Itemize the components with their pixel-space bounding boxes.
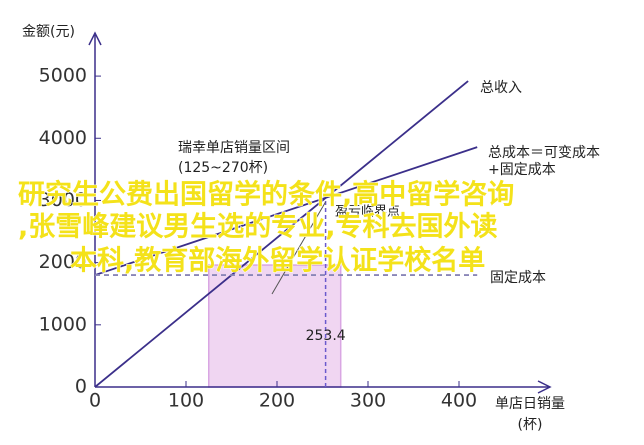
region-label: (125~270杯) bbox=[178, 160, 268, 176]
series-label: +固定成本 bbox=[488, 162, 556, 178]
series-label: 总成本＝可变成本 bbox=[488, 145, 600, 161]
x-tick-label: 400 bbox=[441, 390, 477, 412]
y-axis-label: 金额(元) bbox=[22, 24, 75, 40]
range-region bbox=[208, 264, 342, 388]
break-even-value: 253.4 bbox=[306, 328, 346, 344]
y-tick-label: 4000 bbox=[39, 127, 87, 149]
overlay-text: 本科,教育部海外留学认证学校名单 bbox=[70, 245, 485, 277]
y-tick-label: 5000 bbox=[39, 65, 87, 87]
pointer bbox=[271, 201, 327, 295]
break-even-label: 盈亏临界点 bbox=[335, 205, 400, 220]
region-label: 瑞幸单店销量区间 bbox=[178, 140, 290, 156]
x-axis-label: 单店日销量 bbox=[495, 396, 565, 412]
x-tick-label: 200 bbox=[259, 390, 295, 412]
x-arrow bbox=[537, 380, 552, 394]
y-tick-label: 0 bbox=[75, 376, 87, 398]
series-line bbox=[94, 80, 469, 388]
series-label: 固定成本 bbox=[490, 270, 546, 286]
overlay-text: 研究生公费出国留学的条件,高中留学咨询 bbox=[18, 179, 514, 211]
y-tick-label: 2000 bbox=[39, 251, 87, 273]
x-tick-label: 300 bbox=[350, 390, 386, 412]
x-tick-label: 100 bbox=[168, 390, 204, 412]
y-tick-label: 3000 bbox=[39, 189, 87, 211]
overlay-text: ,张雪峰建议男生选的专业,专科去国外读 bbox=[18, 211, 498, 243]
x-axis-label: (杯) bbox=[518, 417, 543, 433]
series-label: 总收入 bbox=[480, 80, 522, 96]
y-arrow bbox=[88, 31, 102, 46]
series-line bbox=[94, 146, 478, 276]
y-tick-label: 1000 bbox=[39, 313, 87, 335]
x-tick-label: 0 bbox=[89, 390, 101, 412]
